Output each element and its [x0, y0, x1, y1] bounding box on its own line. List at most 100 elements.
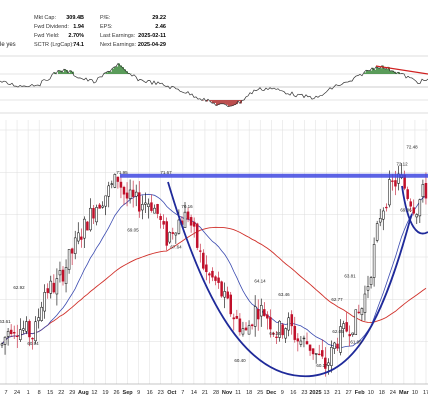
x-tick-label: 18 — [379, 390, 385, 396]
x-tick-label: 18 — [246, 390, 252, 396]
candle-body — [147, 203, 150, 207]
x-tick-label: 24 — [14, 390, 20, 396]
candle-body — [226, 291, 229, 299]
indicator-fill-positive — [120, 65, 122, 74]
candle-body — [269, 317, 272, 330]
price-label: 61.95 — [350, 339, 362, 344]
candle-body — [375, 223, 379, 241]
indicator-fill-positive — [122, 67, 124, 74]
candle-body — [128, 189, 132, 199]
indicator-fill-positive — [390, 70, 392, 74]
candle-body — [278, 320, 281, 338]
candle-body — [153, 207, 156, 214]
candle-body — [217, 277, 220, 283]
next-earnings-value: 2025-04-29 — [138, 42, 166, 48]
pe-label: P/E: — [100, 15, 111, 21]
x-tick-label: 21 — [335, 390, 341, 396]
candle-body — [372, 244, 376, 278]
indicator-fill-positive — [114, 67, 116, 74]
candle-body — [31, 337, 34, 340]
x-tick-label: 16 — [290, 390, 296, 396]
candle-body — [64, 267, 68, 284]
x-tick-label: Feb — [355, 390, 365, 396]
candle-body — [0, 343, 4, 346]
candle-body — [61, 269, 65, 282]
candle-body — [394, 180, 397, 187]
price-label: 71.67 — [160, 170, 172, 175]
candle-body — [9, 329, 13, 335]
candle-body — [205, 264, 208, 273]
mkt-cap-value: 309.4B — [66, 15, 84, 21]
sctr-label: SCTR (LrgCap): — [34, 42, 74, 48]
indicator-fill-negative — [238, 100, 240, 102]
x-tick-label: 19 — [102, 390, 108, 396]
x-axis: 7 24 1 8 15 22 29 Aug 12 19 26 Sep 9 16 23 Oct 7 14 21 28 No… — [4, 390, 428, 396]
indicator-fill-positive — [104, 73, 106, 74]
candle-body — [113, 174, 117, 188]
x-tick-label: 11 — [235, 390, 241, 396]
x-tick-label: 23 — [301, 390, 307, 396]
candle-body — [311, 348, 315, 355]
x-tick-label: 1 — [27, 390, 30, 396]
candle-body — [92, 208, 95, 219]
candle-body — [324, 357, 327, 369]
candle-body — [406, 189, 409, 199]
candle-body — [37, 317, 40, 322]
indicator-fill-positive — [378, 67, 380, 74]
candle-body — [244, 327, 248, 331]
candle-body — [202, 252, 205, 269]
indicator-fill-positive — [112, 68, 114, 74]
eps-label: EPS: — [100, 24, 113, 30]
candle-body — [214, 276, 217, 281]
indicator-fill-negative — [230, 100, 232, 107]
candle-body — [195, 223, 199, 248]
indicator-fill-negative — [232, 100, 234, 106]
price-label: 63.81 — [344, 273, 356, 278]
x-tick-label: 16 — [147, 390, 153, 396]
price-label: 63.61 — [0, 319, 11, 324]
candle-body — [421, 184, 425, 197]
candle-body — [86, 221, 89, 231]
candle-body — [95, 207, 98, 223]
candle-body — [40, 306, 43, 321]
candle-body — [159, 216, 162, 220]
candle-body — [55, 278, 59, 295]
candle-body — [330, 347, 333, 366]
mkt-cap-label: Mkt Cap: — [34, 15, 56, 21]
indicator-fill-positive — [68, 72, 70, 74]
candle-body — [16, 335, 19, 337]
x-tick-label: 2025 — [309, 390, 321, 396]
sctr-value: 74.1 — [73, 42, 84, 48]
candle-body — [284, 328, 287, 339]
candle-body — [302, 337, 306, 340]
eps-value: 2.46 — [155, 24, 166, 30]
indicator-fill-negative — [218, 100, 220, 105]
candle-body — [98, 204, 101, 209]
x-tick-label: 8 — [38, 390, 41, 396]
candle-body — [3, 336, 7, 345]
candle-body — [260, 305, 263, 317]
candle-body — [354, 309, 358, 335]
candle-body — [171, 232, 175, 234]
handle-pattern-curve — [401, 185, 428, 235]
indicator-fill-positive — [110, 71, 112, 74]
price-label: 60.94 — [27, 341, 39, 346]
indicator-trend-line — [375, 65, 428, 75]
price-label: 60.17 — [316, 363, 328, 368]
indicator-fill-positive — [72, 71, 74, 74]
indicator-fill-positive — [380, 68, 382, 74]
price-label: 67.64 — [170, 245, 182, 250]
candle-body — [186, 211, 190, 220]
candle-body — [229, 294, 232, 315]
x-tick-label: Dec — [266, 390, 276, 396]
indicator-fill-positive — [370, 70, 372, 74]
indicator-panel — [0, 55, 428, 114]
candle-body — [409, 201, 412, 207]
price-label: 62.05 — [332, 329, 344, 334]
x-tick-label: 24 — [390, 390, 396, 396]
candle-body — [122, 186, 126, 195]
candle-body — [192, 221, 196, 227]
fwd-dividend-value: 1.94 — [73, 24, 85, 30]
candle-body — [378, 218, 382, 223]
candle-body — [156, 204, 159, 214]
